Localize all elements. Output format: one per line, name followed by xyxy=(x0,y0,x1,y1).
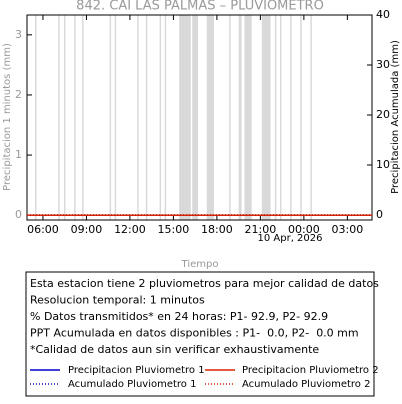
legend-label: Precipitacion Pluviometro 2 xyxy=(242,365,379,376)
data-gap xyxy=(229,15,231,220)
data-gap xyxy=(274,15,277,220)
y-axis-label: Precipitacion 1 minutos (mm) xyxy=(2,43,13,191)
date-annotation: 10 Apr, 2026 xyxy=(257,233,322,244)
y2-tick-label: 20 xyxy=(376,108,390,121)
plot-frame xyxy=(26,14,373,221)
info-text: *Calidad de datos aun sin verificar exha… xyxy=(30,343,319,356)
legend-label: Acumulado Pluviometro 1 xyxy=(68,379,196,390)
data-gap xyxy=(261,15,271,220)
legend-label: Precipitacion Pluviometro 1 xyxy=(68,365,205,376)
data-gap xyxy=(279,15,282,220)
x-axis-label: Tiempo xyxy=(181,259,219,270)
data-gap xyxy=(137,15,139,220)
data-gap xyxy=(164,15,167,220)
data-gap xyxy=(300,15,302,220)
legend-label: Acumulado Pluviometro 2 xyxy=(242,379,370,390)
info-text: PPT Acumulada en datos disponibles : P1-… xyxy=(30,327,359,340)
data-gap xyxy=(192,15,199,220)
x-tick-label: 09:00 xyxy=(71,223,103,236)
chart-title: 842. CAI LAS PALMAS – PLUVIOMETRO xyxy=(76,0,324,14)
x-tick-label: 21:00 xyxy=(245,223,277,236)
data-gap xyxy=(109,15,112,220)
data-gap xyxy=(74,15,76,220)
info-text: Esta estacion tiene 2 pluviometros para … xyxy=(30,277,379,290)
x-tick-label: 06:00 xyxy=(27,223,59,236)
data-gap xyxy=(159,15,162,220)
data-gap xyxy=(34,15,37,220)
info-text: % Datos transmitidos* en 24 horas: P1- 9… xyxy=(30,310,328,323)
x-tick-label: 15:00 xyxy=(158,223,190,236)
y-tick-label: 1 xyxy=(15,148,22,161)
data-gap xyxy=(63,15,66,220)
data-gap xyxy=(206,15,214,220)
y2-tick-label: 10 xyxy=(376,158,390,171)
data-gap xyxy=(244,15,252,220)
x-tick-label: 18:00 xyxy=(201,223,233,236)
y2-tick-label: 30 xyxy=(376,58,390,71)
data-gap xyxy=(145,15,148,220)
info-text: Resolucion temporal: 1 minutos xyxy=(30,294,205,307)
y2-tick-label: 0 xyxy=(376,208,383,221)
y-tick-label: 3 xyxy=(15,28,22,41)
x-tick-label: 12:00 xyxy=(114,223,146,236)
data-gap xyxy=(310,15,312,220)
y2-tick-label: 40 xyxy=(376,8,390,21)
data-gap xyxy=(179,15,191,220)
data-gap xyxy=(58,15,60,220)
y-tick-label: 0 xyxy=(15,208,22,221)
data-gap xyxy=(290,15,292,220)
data-gap xyxy=(82,15,84,220)
data-gap xyxy=(114,15,117,220)
x-tick-label: 00:00 xyxy=(288,223,320,236)
x-tick-label: 03:00 xyxy=(332,223,364,236)
y2-axis-label: Precipitacion Acumulada (mm) xyxy=(390,40,401,194)
info-box xyxy=(25,271,375,397)
data-gap xyxy=(238,15,242,220)
y-tick-label: 2 xyxy=(15,88,22,101)
